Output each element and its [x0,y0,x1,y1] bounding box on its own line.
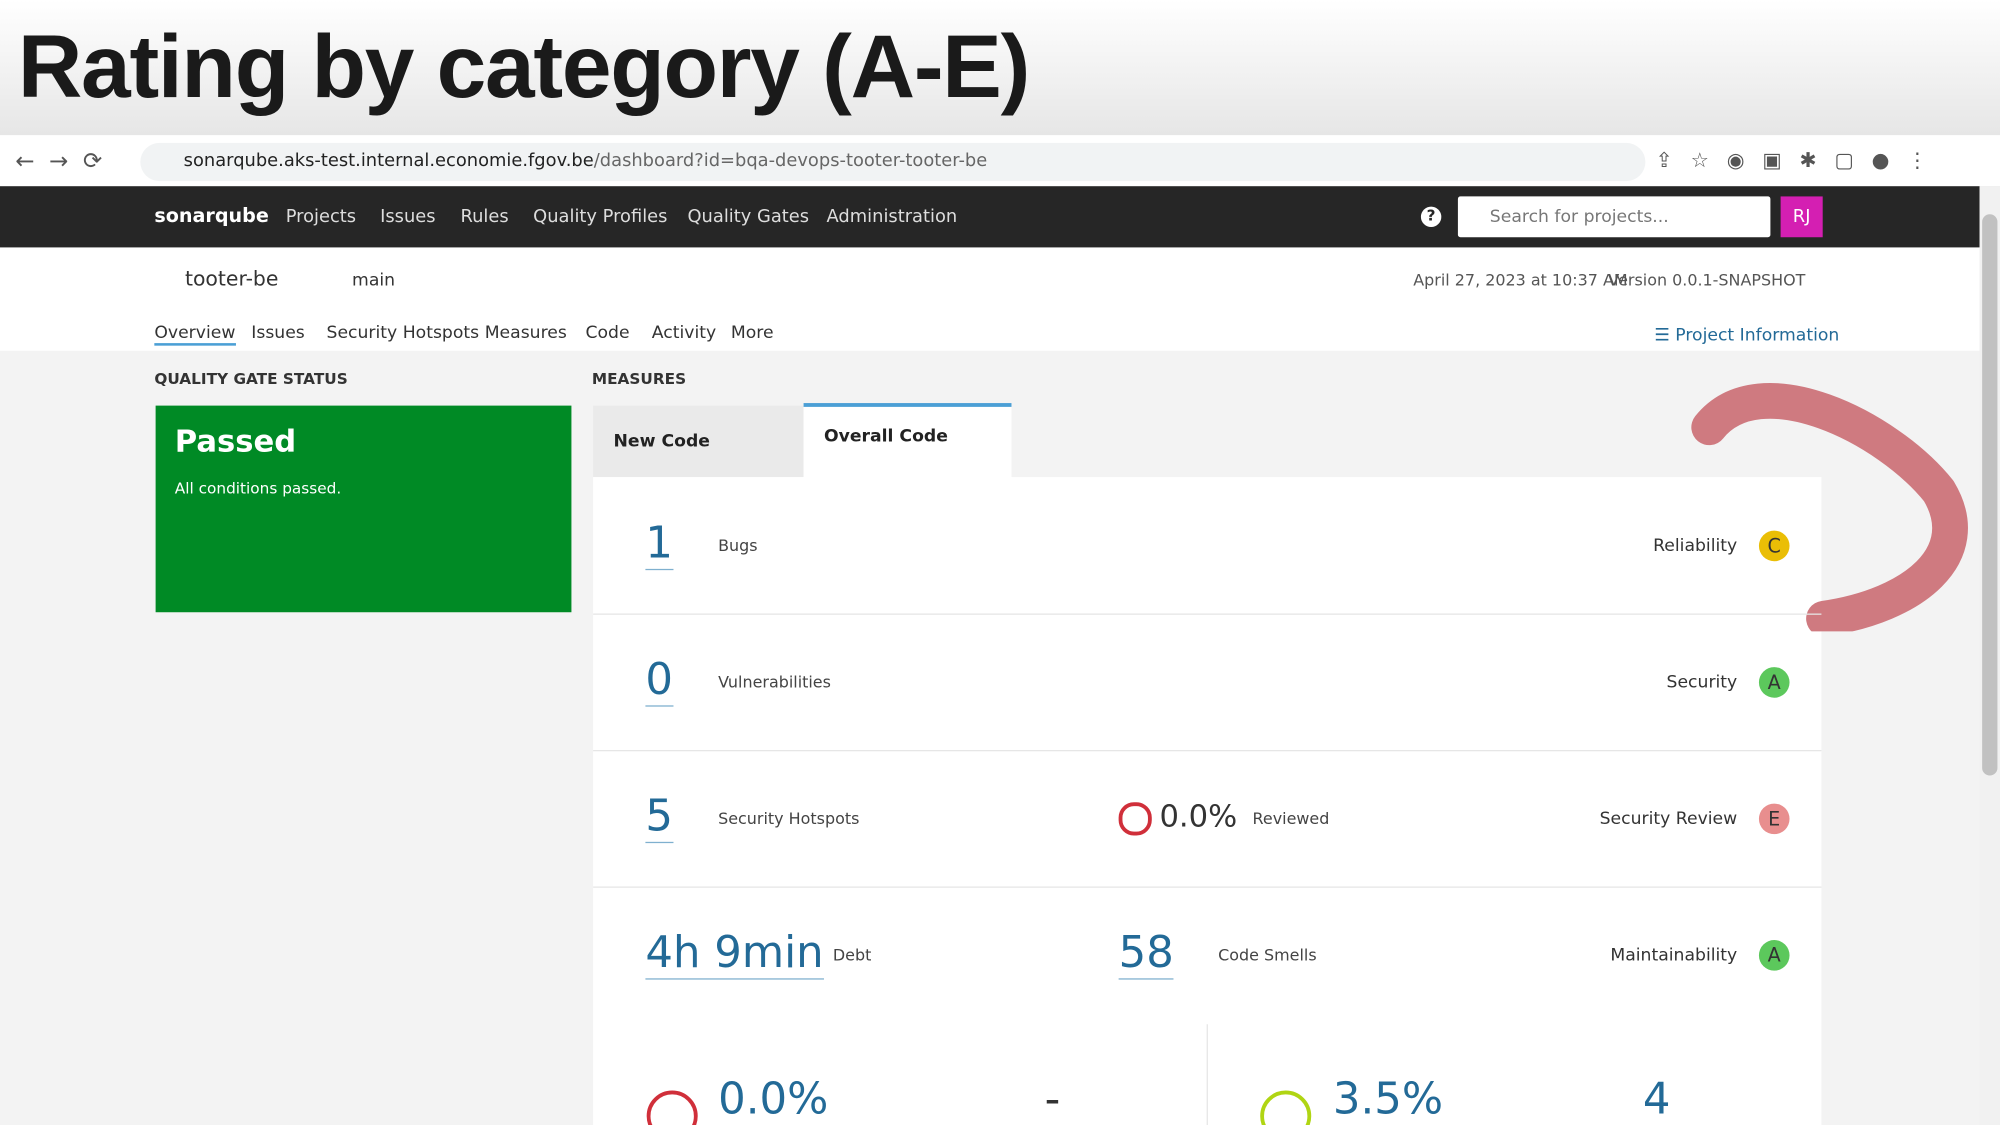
project-tab[interactable]: More [730,322,774,344]
extra-value[interactable]: 58 [1118,927,1174,980]
slide-header [0,0,2000,136]
coverage-icon [646,1090,698,1125]
nav-item[interactable]: Projects [285,206,357,228]
nav-item[interactable]: Administration [826,206,958,228]
rating: E [1758,803,1790,835]
bottom-value[interactable]: 0.0% [718,1073,829,1125]
project-tab[interactable]: Activity [651,322,717,344]
url-path: /dashboard?id=bqa-devops-tooter-tooter-b… [593,150,988,171]
nav-item[interactable]: Quality Gates [687,206,810,228]
qg-status: Passed [174,423,297,460]
rating: C [1758,530,1790,562]
divider [593,886,1822,888]
measure-label: Vulnerabilities [718,672,831,692]
project-tab[interactable]: Security Hotspots [326,322,480,344]
qg-message: All conditions passed. [174,479,342,498]
help-icon[interactable]: ? [1420,206,1442,228]
url-field[interactable] [140,142,1646,182]
divider [593,613,1822,615]
duplication-icon [1260,1090,1312,1125]
measure-value[interactable]: 4h 9min [645,927,824,980]
divider [593,749,1822,752]
divider [1206,1024,1208,1125]
measure-label: Debt [832,945,872,965]
browser-toolbar[interactable]: ⇪☆◉▣✱▢●⋮ [1655,147,1946,173]
measures-heading: MEASURES [591,369,687,388]
tab-label: Overall Code [823,426,948,447]
rating: A [1758,667,1790,698]
search-placeholder: Search for projects... [1489,206,1669,228]
project-info-link[interactable]: ☰ Project Information [1654,325,1840,346]
project-info-text: Project Information [1675,325,1840,346]
qg-heading: QUALITY GATE STATUS [154,369,348,388]
tab-label: New Code [613,431,711,452]
extra-label: Code Smells [1218,945,1317,965]
project-tab[interactable]: Measures [484,322,567,344]
bottom-value[interactable]: 3.5% [1332,1073,1444,1125]
category: Reliability [1653,535,1738,557]
bottom-value[interactable]: - [1044,1073,1061,1125]
project-tab[interactable]: Issues [251,322,305,344]
search-box[interactable] [1457,196,1771,238]
qg-box [155,405,572,613]
measure-label: Security Hotspots [718,808,860,828]
url-host: sonarqube.aks-test.internal.economie.fgo… [183,150,594,171]
project-tab[interactable]: Overview [154,323,236,346]
project-name[interactable]: tooter-be [184,266,279,291]
measures-panel [593,477,1822,1125]
measure-value[interactable]: 5 [645,790,674,844]
logo[interactable]: sonarqube [154,204,269,228]
project-tab[interactable]: Code [585,322,630,344]
rating: A [1758,940,1790,971]
measure-label: Bugs [718,535,758,555]
nav-item[interactable]: Quality Profiles [533,206,668,228]
category: Maintainability [1610,945,1738,966]
nav-item[interactable]: Rules [460,206,509,228]
browser-nav-icons[interactable]: ← → ⟳ [15,147,103,175]
nav-item[interactable]: Issues [380,206,436,228]
version: Version 0.0.1-SNAPSHOT [1608,270,1806,290]
hotspot-icon [1118,802,1152,836]
extra-value[interactable]: 0.0% [1159,798,1238,835]
category: Security Review [1599,808,1738,830]
category: Security [1666,672,1738,693]
tab-overall-code[interactable] [803,403,1012,481]
extra-label: Reviewed [1252,808,1330,828]
branch[interactable]: main [352,270,396,291]
decoration [1691,383,1968,632]
avatar[interactable]: RJ [1780,196,1823,238]
analysis-date: April 27, 2023 at 10:37 AM [1413,270,1628,290]
measure-value[interactable]: 1 [645,517,674,571]
tab-new-code[interactable] [593,405,804,478]
bottom-value[interactable]: 4 [1642,1073,1671,1125]
url[interactable]: sonarqube.aks-test.internal.economie.fgo… [184,151,988,171]
scrollbar[interactable] [1979,186,2000,1125]
slide-title: Rating by category (A-E) [17,16,1030,117]
project-header [0,247,1980,351]
measure-value[interactable]: 0 [645,654,674,707]
